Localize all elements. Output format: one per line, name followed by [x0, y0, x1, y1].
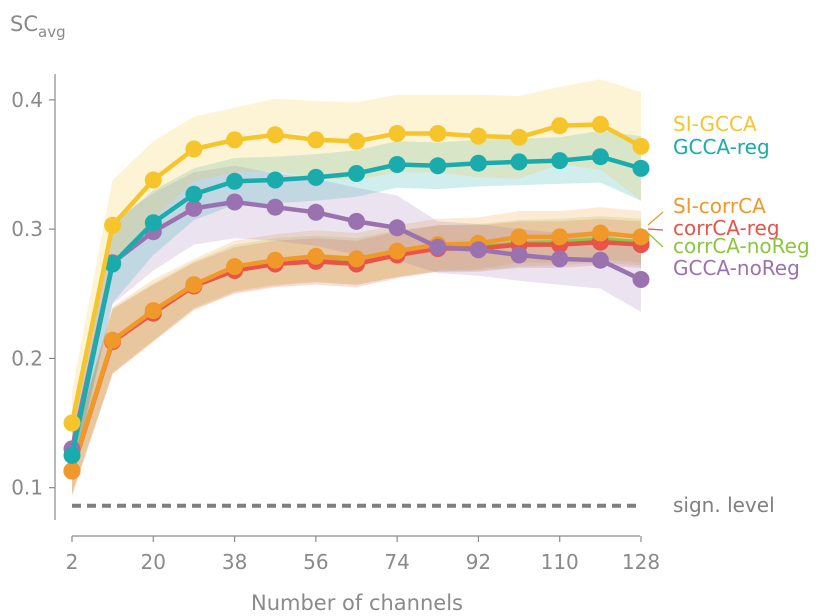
x-tick-label: 74	[384, 550, 409, 574]
point-GCCA-noReg	[185, 199, 203, 217]
point-SI-GCCA	[226, 131, 244, 149]
point-SI-GCCA	[388, 125, 406, 142]
point-SI-corrCA	[551, 228, 569, 246]
point-GCCA-noReg	[348, 212, 365, 230]
legend-label-SI-corrCA: SI-corrCA	[673, 194, 766, 218]
legend-label-corrCA-noReg: corrCA-noReg	[673, 234, 810, 258]
axes	[54, 74, 640, 537]
point-GCCA-noReg	[307, 203, 325, 221]
y-axis-title-sub: avg	[38, 23, 66, 41]
point-SI-GCCA	[104, 216, 122, 234]
y-tick-label: 0.4	[11, 88, 43, 112]
x-tick-label: 38	[222, 550, 247, 574]
band-SI-GCCA	[72, 79, 641, 456]
legend-leader-corrCA-reg	[647, 228, 664, 231]
y-tick-label: 0.2	[11, 346, 43, 370]
y-axis-title: SCavg	[10, 12, 66, 41]
point-SI-corrCA	[226, 258, 244, 276]
point-SI-corrCA	[144, 302, 162, 320]
point-SI-corrCA	[185, 276, 203, 294]
point-GCCA-reg	[266, 171, 284, 189]
point-GCCA-reg	[63, 446, 81, 464]
point-GCCA-reg	[510, 153, 528, 171]
series-GCCA-reg	[63, 148, 650, 464]
point-SI-GCCA	[266, 126, 284, 144]
point-GCCA-reg	[469, 154, 487, 172]
x-tick-label: 2	[66, 550, 79, 574]
point-GCCA-reg	[591, 148, 609, 166]
y-axis-title-main: SC	[10, 12, 38, 36]
point-GCCA-reg	[144, 214, 162, 232]
point-SI-GCCA	[632, 137, 650, 155]
legend-leader-SI-corrCA	[647, 211, 664, 226]
point-GCCA-reg	[104, 255, 122, 273]
band-corrCA-reg	[72, 218, 641, 495]
x-tick-label: 128	[622, 550, 660, 574]
legend-label-corrCA-reg: corrCA-reg	[673, 216, 780, 240]
significance-label: sign. level	[673, 493, 775, 517]
point-SI-corrCA	[348, 250, 365, 268]
point-GCCA-noReg	[632, 271, 650, 288]
legend-label-GCCA-reg: GCCA-reg	[673, 135, 770, 159]
point-SI-GCCA	[185, 140, 203, 158]
point-SI-GCCA	[429, 125, 447, 142]
point-SI-GCCA	[63, 414, 81, 432]
point-GCCA-reg	[429, 157, 447, 175]
y-tick-label: 0.1	[11, 476, 43, 500]
point-SI-GCCA	[551, 117, 569, 135]
point-SI-corrCA	[307, 247, 325, 265]
legend-leader-corrCA-noReg	[647, 232, 664, 248]
band-corrCA-noReg	[72, 216, 641, 495]
point-SI-corrCA	[63, 462, 81, 480]
x-tick-label: 92	[466, 550, 491, 574]
point-SI-corrCA	[104, 331, 122, 349]
significance-level: sign. level	[72, 493, 775, 517]
legend-label-GCCA-noReg: GCCA-noReg	[673, 256, 800, 280]
x-tick-label: 110	[541, 550, 579, 574]
point-GCCA-reg	[348, 165, 365, 182]
point-SI-corrCA	[388, 242, 406, 260]
series-SI-GCCA	[63, 115, 650, 432]
point-GCCA-reg	[551, 152, 569, 170]
x-tick-label: 56	[303, 550, 328, 574]
point-SI-corrCA	[632, 228, 650, 246]
point-GCCA-reg	[632, 159, 650, 177]
ticks: 0.1 0.2 0.3 0.4 2 20 38 56 74 92 110 128	[11, 88, 660, 574]
series-lines	[63, 115, 650, 480]
point-SI-GCCA	[591, 115, 609, 133]
point-SI-GCCA	[307, 131, 325, 149]
point-GCCA-noReg	[510, 246, 528, 264]
point-GCCA-reg	[388, 156, 406, 173]
point-SI-corrCA	[591, 224, 609, 242]
point-SI-GCCA	[144, 171, 162, 189]
legend-label-SI-GCCA: SI-GCCA	[673, 112, 757, 136]
point-SI-corrCA	[510, 228, 528, 246]
point-GCCA-noReg	[226, 193, 244, 211]
y-tick-label: 0.3	[11, 217, 43, 241]
point-GCCA-noReg	[388, 219, 406, 237]
point-GCCA-reg	[307, 168, 325, 186]
point-GCCA-noReg	[551, 250, 569, 268]
point-SI-corrCA	[266, 251, 284, 269]
point-SI-GCCA	[469, 127, 487, 145]
x-axis-title: Number of channels	[251, 591, 463, 615]
point-SI-GCCA	[348, 132, 365, 150]
point-GCCA-noReg	[429, 238, 447, 256]
point-GCCA-noReg	[591, 251, 609, 269]
point-GCCA-reg	[185, 185, 203, 203]
band-GCCA-reg	[72, 130, 641, 482]
point-GCCA-reg	[226, 172, 244, 190]
point-SI-GCCA	[510, 128, 528, 146]
point-GCCA-noReg	[266, 198, 284, 216]
point-GCCA-noReg	[469, 241, 487, 259]
x-tick-label: 20	[141, 550, 166, 574]
